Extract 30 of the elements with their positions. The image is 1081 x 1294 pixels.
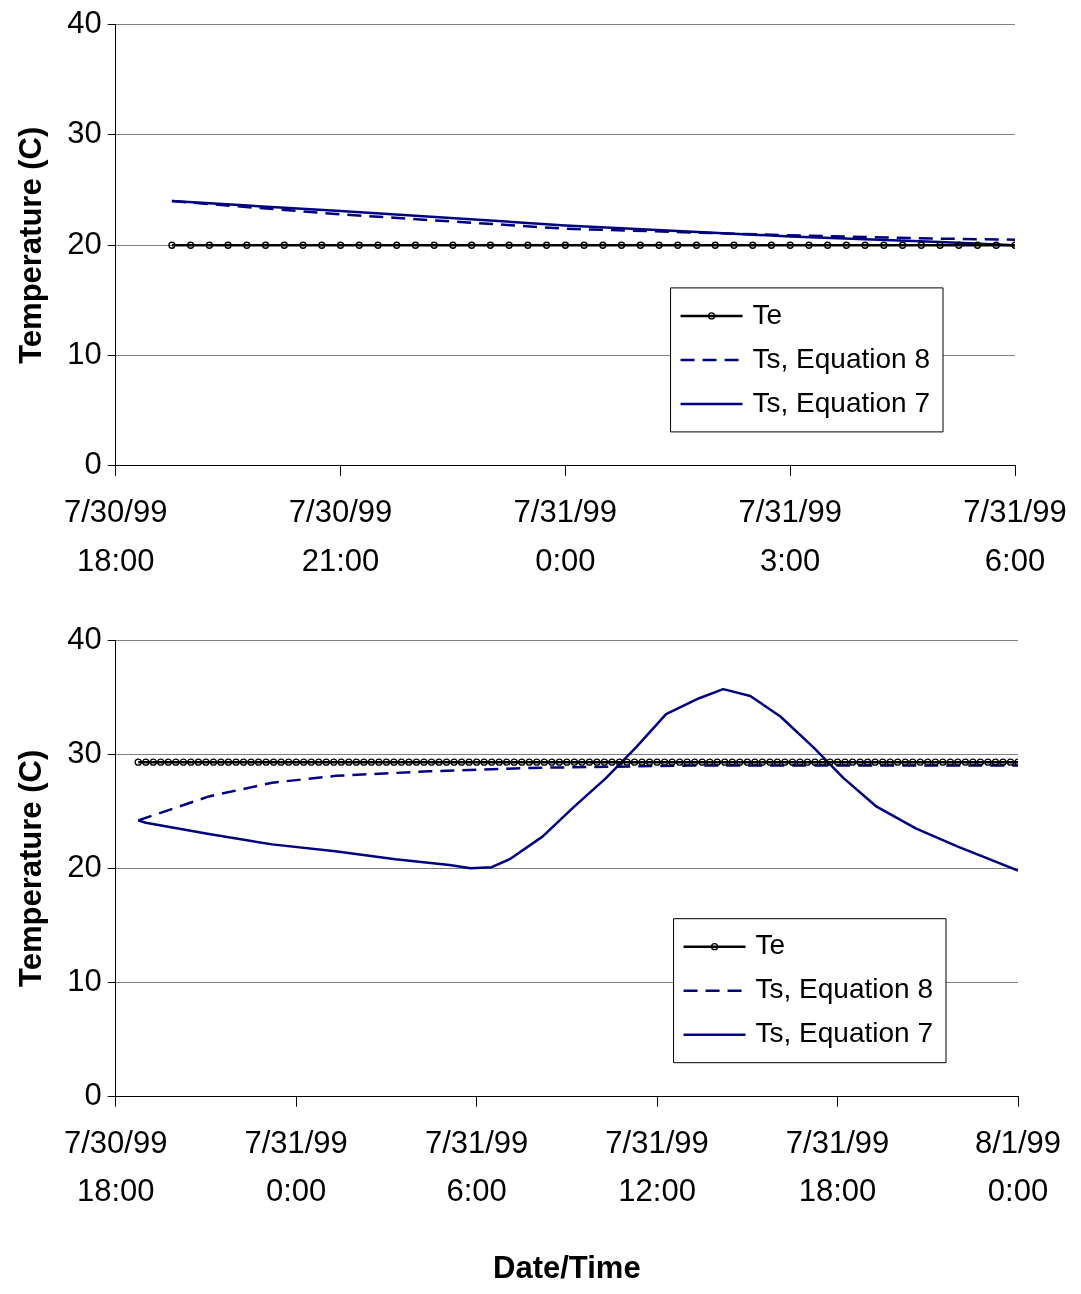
x-tick-label: 7/31/99 6:00 (424, 1125, 529, 1209)
y-tick-label: 30 (67, 115, 102, 151)
y-tick-label: 0 (84, 446, 102, 482)
legend-label: Te (752, 298, 783, 330)
legend-label: Ts, Equation 8 (755, 973, 934, 1005)
y-axis-title: Temperature (C) (13, 749, 49, 987)
y-tick-label: 20 (67, 225, 102, 261)
x-tick-label: 7/30/99 18:00 (63, 494, 168, 578)
legend-label: Ts, Equation 7 (755, 1017, 934, 1049)
y-tick-label: 40 (67, 620, 102, 656)
y-tick-label: 30 (67, 734, 102, 770)
x-tick-label: 7/31/99 18:00 (785, 1125, 890, 1209)
x-tick-label: 7/31/99 3:00 (738, 494, 842, 578)
x-tick-label: 7/30/99 18:00 (63, 1125, 168, 1209)
y-tick-label: 40 (67, 5, 102, 41)
x-tick-label: 7/31/99 0:00 (244, 1125, 348, 1209)
y-axis-title: Temperature (C) (13, 126, 49, 364)
x-tick-label: 8/1/99 0:00 (974, 1125, 1062, 1209)
y-tick-label: 20 (67, 848, 102, 884)
y-tick-label: 0 (84, 1077, 102, 1113)
x-axis-title: Date/Time (493, 1249, 641, 1285)
legend-label: Te (755, 929, 786, 961)
y-tick-label: 10 (67, 336, 102, 372)
x-tick-label: 7/31/99 12:00 (605, 1125, 709, 1209)
y-tick-label: 10 (67, 963, 102, 999)
x-tick-label: 7/31/99 0:00 (513, 494, 618, 578)
legend-label: Ts, Equation 7 (752, 386, 931, 418)
x-tick-label: 7/31/99 6:00 (963, 494, 1067, 578)
x-tick-label: 7/30/99 21:00 (288, 494, 393, 578)
legend-label: Ts, Equation 8 (752, 342, 931, 374)
